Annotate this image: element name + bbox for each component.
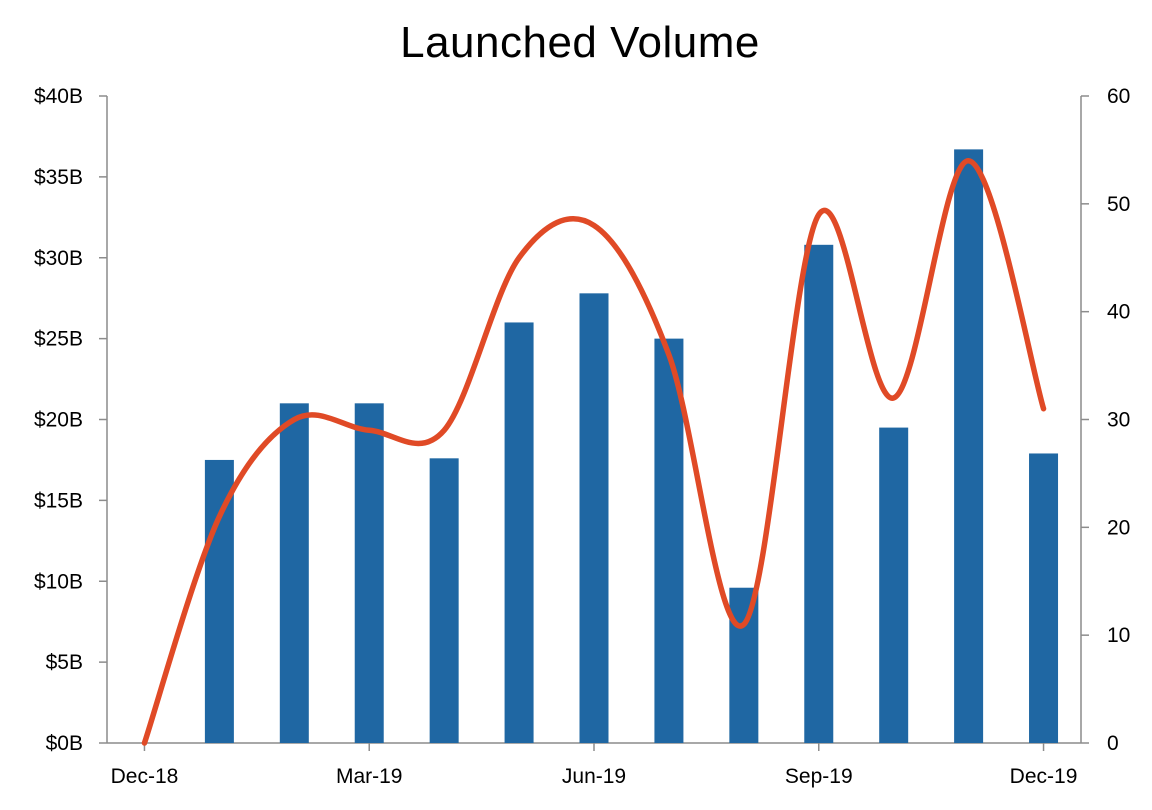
right-axis-tick-label: 50 — [1107, 193, 1130, 216]
bar — [354, 403, 384, 743]
bar-series — [204, 149, 1059, 743]
right-axis-tick-label: 30 — [1107, 409, 1130, 432]
bar — [954, 149, 984, 743]
bar — [879, 427, 909, 743]
left-axis-tick-label: $5B — [46, 651, 83, 674]
x-axis-tick-label: Jun-19 — [562, 765, 626, 788]
left-axis-tick-label: $35B — [34, 166, 83, 189]
left-axis-tick-label: $0B — [46, 732, 83, 755]
bar — [279, 403, 309, 743]
bar — [579, 293, 609, 743]
bar — [429, 458, 459, 743]
line-series — [141, 157, 1047, 746]
bar — [504, 322, 534, 743]
x-axis-tick-label: Dec-18 — [111, 765, 179, 788]
x-axis: Dec-18 Mar-19 Jun-19 Sep-19 Dec-19 — [107, 742, 1081, 788]
right-axis-tick-label: 20 — [1107, 516, 1130, 539]
left-axis-tick-label: $25B — [34, 328, 83, 351]
right-y-axis: 0 10 20 30 40 50 60 — [1080, 85, 1130, 755]
right-axis-tick-label: 40 — [1107, 301, 1130, 324]
x-axis-tick-label: Mar-19 — [336, 765, 403, 788]
left-axis-tick-label: $40B — [34, 85, 83, 108]
right-axis-tick-label: 10 — [1107, 624, 1130, 647]
bar — [654, 338, 684, 743]
chart-title: Launched Volume — [400, 18, 760, 67]
left-axis-tick-label: $30B — [34, 247, 83, 270]
left-axis-tick-label: $10B — [34, 570, 83, 593]
x-axis-tick-label: Sep-19 — [785, 765, 853, 788]
bar — [1029, 453, 1059, 743]
bar — [204, 459, 234, 743]
x-axis-tick-label: Dec-19 — [1010, 765, 1078, 788]
bar — [729, 587, 759, 743]
left-axis-tick-label: $15B — [34, 489, 83, 512]
left-y-axis: $0B $5B $10B $15B $20B $25B $30B $35B $40B — [34, 85, 108, 755]
bar — [804, 244, 834, 743]
right-axis-tick-label: 60 — [1107, 85, 1130, 108]
left-axis-tick-label: $20B — [34, 409, 83, 432]
line-path — [141, 157, 1047, 746]
right-axis-tick-label: 0 — [1107, 732, 1119, 755]
